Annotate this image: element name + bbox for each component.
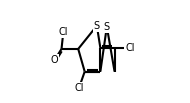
Text: Cl: Cl: [74, 83, 84, 93]
Text: S: S: [94, 21, 100, 31]
Text: O: O: [51, 55, 59, 65]
Text: Cl: Cl: [59, 27, 68, 37]
Text: S: S: [104, 22, 110, 32]
Text: Cl: Cl: [125, 43, 135, 53]
